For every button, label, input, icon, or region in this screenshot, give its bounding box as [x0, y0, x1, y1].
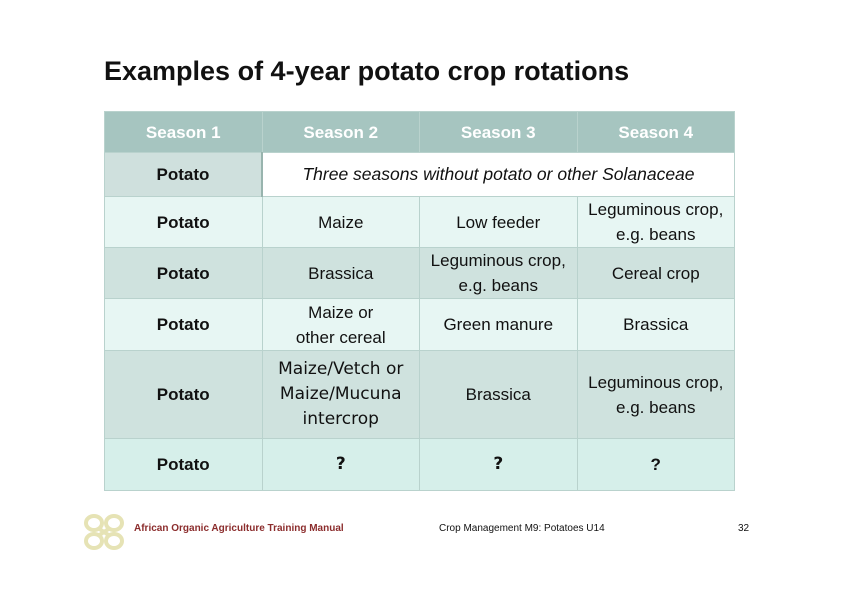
- cell-line: other cereal: [295, 327, 386, 347]
- cell-season-3: Brassica: [419, 350, 578, 439]
- cell-season-1: Potato: [104, 438, 263, 491]
- cell-season-1: Potato: [104, 350, 263, 439]
- cell-line: e.g. beans: [458, 276, 538, 295]
- header-season-4: Season 4: [576, 111, 735, 153]
- cell-line: ?: [335, 454, 346, 474]
- cell-season-3: Green manure: [419, 298, 578, 351]
- cell-season-1: Potato: [104, 247, 263, 299]
- table-row: Potato Maize Low feeder Leguminous crop,…: [104, 196, 735, 248]
- table-row: Potato Three seasons without potato or o…: [104, 152, 735, 197]
- cell-line: Maize/Mucuna: [279, 384, 402, 404]
- cell-season-4: ?: [576, 438, 735, 491]
- cell-line: Leguminous crop,: [430, 251, 566, 270]
- cell-season-2: Maize: [261, 196, 420, 248]
- cell-line: Brassica: [308, 263, 374, 283]
- cell-line: e.g. beans: [616, 225, 696, 244]
- cell-line: Maize or: [308, 302, 374, 322]
- table-row: Potato Brassica Leguminous crop, e.g. bea…: [104, 247, 735, 299]
- logo-petal: [104, 514, 124, 532]
- page-title: Examples of 4-year potato crop rotations: [104, 56, 630, 86]
- cell-line: ?: [650, 455, 661, 474]
- cell-line: e.g. beans: [616, 397, 696, 417]
- cell-season-4: Cereal crop: [576, 247, 735, 299]
- page-number: 32: [738, 523, 750, 534]
- table-row: Potato Maize/Vetch or Maize/Mucuna intercr…: [104, 350, 735, 439]
- cell-season-1: Potato: [104, 152, 263, 197]
- rotation-table: Season 1 Season 2 Season 3 Season 4 Pota…: [104, 111, 735, 491]
- cell-line: Green manure: [443, 315, 554, 334]
- cell-line: Cereal crop: [611, 263, 700, 283]
- cell-span-note: Three seasons without potato or other So…: [261, 152, 735, 197]
- cell-season-3: ?: [419, 438, 578, 491]
- logo-center: [96, 526, 112, 538]
- cell-season-2: Maize/Vetch or Maize/Mucuna intercrop: [261, 350, 420, 439]
- cell-season-4: Leguminous crop, e.g. beans: [576, 196, 735, 248]
- cell-line: Brassica: [623, 315, 689, 334]
- cell-line: intercrop: [302, 409, 379, 429]
- header-season-2: Season 2: [261, 111, 420, 153]
- cell-season-3: Leguminous crop, e.g. beans: [419, 247, 578, 299]
- cell-line: Leguminous crop,: [588, 372, 724, 392]
- cell-line: Low feeder: [456, 212, 541, 232]
- header-season-1: Season 1: [104, 111, 263, 153]
- cell-line: Maize/Vetch or: [278, 359, 404, 379]
- cell-season-1: Potato: [104, 196, 263, 248]
- footer-manual-title: African Organic Agriculture Training Man…: [134, 523, 344, 534]
- table-row: Potato Maize or other cereal Green manure…: [104, 298, 735, 351]
- header-season-3: Season 3: [419, 111, 578, 153]
- logo-petal: [84, 514, 104, 532]
- cell-season-2: Brassica: [261, 247, 420, 299]
- cell-line: Leguminous crop,: [588, 200, 724, 219]
- table-header-row: Season 1 Season 2 Season 3 Season 4: [104, 111, 735, 153]
- logo-petal: [104, 532, 124, 550]
- cell-season-2: ?: [261, 438, 420, 491]
- cell-line: Maize: [318, 212, 364, 232]
- manual-logo-icon: [84, 514, 124, 550]
- cell-line: ?: [493, 454, 504, 474]
- cell-line: Brassica: [465, 385, 531, 404]
- footer-module-title: Crop Management M9: Potatoes U14: [439, 523, 605, 534]
- cell-season-1: Potato: [104, 298, 263, 351]
- table-row: Potato ? ? ?: [104, 438, 735, 491]
- cell-season-4: Brassica: [576, 298, 735, 351]
- cell-season-4: Leguminous crop, e.g. beans: [576, 350, 735, 439]
- cell-season-3: Low feeder: [419, 196, 578, 248]
- logo-petal: [84, 532, 104, 550]
- cell-season-2: Maize or other cereal: [261, 298, 420, 351]
